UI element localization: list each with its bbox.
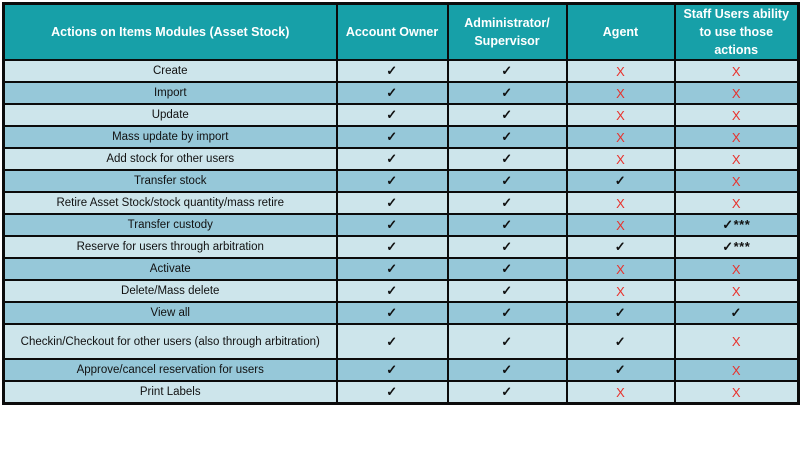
action-label: Transfer custody bbox=[2, 213, 338, 238]
check-mark: ✓ bbox=[446, 323, 568, 361]
check-mark: ✓ bbox=[446, 358, 568, 383]
cross-mark: X bbox=[673, 358, 800, 383]
check-asterisks-mark: ✓*** bbox=[673, 235, 800, 260]
check-mark: ✓ bbox=[335, 125, 449, 150]
permissions-table-body: Create ✓ ✓ X X Import ✓ ✓ X X Update ✓ ✓ X X Mass updat… bbox=[2, 59, 800, 405]
table-row: Reserve for users through arbitration ✓ ✓ ✓… bbox=[2, 235, 800, 260]
check-mark: ✓ bbox=[565, 169, 676, 194]
table-row: Checkin/Checkout for other users (also t… bbox=[2, 323, 800, 361]
check-mark: ✓ bbox=[673, 301, 800, 326]
action-label: Create bbox=[2, 59, 338, 84]
column-header-staff-users: Staff Users ability to use those actions bbox=[673, 2, 800, 62]
action-label: Delete/Mass delete bbox=[2, 279, 338, 304]
action-label: Update bbox=[2, 103, 338, 128]
check-mark: ✓ bbox=[335, 301, 449, 326]
cross-mark: X bbox=[565, 257, 676, 282]
check-mark: ✓ bbox=[446, 103, 568, 128]
table-row: Update ✓ ✓ X X bbox=[2, 103, 800, 128]
check-mark: ✓ bbox=[446, 257, 568, 282]
check-mark: ✓ bbox=[335, 147, 449, 172]
table-row: Add stock for other users ✓ ✓ X X bbox=[2, 147, 800, 172]
cross-mark: X bbox=[565, 279, 676, 304]
table-row: Approve/cancel reservation for users ✓ ✓ ✓ X bbox=[2, 358, 800, 383]
cross-mark: X bbox=[673, 103, 800, 128]
check-mark: ✓ bbox=[335, 169, 449, 194]
check-mark: ✓ bbox=[446, 301, 568, 326]
check-mark: ✓ bbox=[446, 81, 568, 106]
check-mark: ✓ bbox=[446, 169, 568, 194]
cross-mark: X bbox=[673, 147, 800, 172]
cross-mark: X bbox=[673, 125, 800, 150]
table-row: View all ✓ ✓ ✓ ✓ bbox=[2, 301, 800, 326]
cross-mark: X bbox=[673, 191, 800, 216]
action-label: Print Labels bbox=[2, 380, 338, 405]
check-mark: ✓ bbox=[446, 213, 568, 238]
check-mark: ✓ bbox=[446, 380, 568, 405]
check-mark: ✓ bbox=[446, 235, 568, 260]
check-mark: ✓ bbox=[446, 147, 568, 172]
header-row: Actions on Items Modules (Asset Stock) A… bbox=[2, 2, 800, 62]
check-mark: ✓ bbox=[335, 81, 449, 106]
cross-mark: X bbox=[565, 213, 676, 238]
check-mark: ✓ bbox=[565, 235, 676, 260]
column-header-agent: Agent bbox=[565, 2, 676, 62]
check-mark: ✓ bbox=[335, 380, 449, 405]
check-mark: ✓ bbox=[446, 191, 568, 216]
cross-mark: X bbox=[565, 191, 676, 216]
cross-mark: X bbox=[673, 279, 800, 304]
action-label: Transfer stock bbox=[2, 169, 338, 194]
column-header-actions: Actions on Items Modules (Asset Stock) bbox=[2, 2, 338, 62]
action-label: View all bbox=[2, 301, 338, 326]
table-row: Create ✓ ✓ X X bbox=[2, 59, 800, 84]
action-label: Approve/cancel reservation for users bbox=[2, 358, 338, 383]
cross-mark: X bbox=[565, 103, 676, 128]
table-row: Activate ✓ ✓ X X bbox=[2, 257, 800, 282]
action-label: Import bbox=[2, 81, 338, 106]
action-label: Retire Asset Stock/stock quantity/mass r… bbox=[2, 191, 338, 216]
check-mark: ✓ bbox=[335, 103, 449, 128]
column-header-administrator-supervisor: Administrator/ Supervisor bbox=[446, 2, 568, 62]
column-header-account-owner: Account Owner bbox=[335, 2, 449, 62]
table-row: Delete/Mass delete ✓ ✓ X X bbox=[2, 279, 800, 304]
cross-mark: X bbox=[565, 147, 676, 172]
check-mark: ✓ bbox=[335, 59, 449, 84]
cross-mark: X bbox=[673, 380, 800, 405]
check-mark: ✓ bbox=[335, 213, 449, 238]
cross-mark: X bbox=[673, 169, 800, 194]
table-row: Retire Asset Stock/stock quantity/mass r… bbox=[2, 191, 800, 216]
table-row: Transfer stock ✓ ✓ ✓ X bbox=[2, 169, 800, 194]
cross-mark: X bbox=[673, 59, 800, 84]
cross-mark: X bbox=[565, 380, 676, 405]
action-label: Mass update by import bbox=[2, 125, 338, 150]
cross-mark: X bbox=[565, 59, 676, 84]
action-label: Reserve for users through arbitration bbox=[2, 235, 338, 260]
check-mark: ✓ bbox=[335, 358, 449, 383]
cross-mark: X bbox=[673, 81, 800, 106]
action-label: Activate bbox=[2, 257, 338, 282]
cross-mark: X bbox=[673, 257, 800, 282]
cross-mark: X bbox=[565, 81, 676, 106]
check-mark: ✓ bbox=[446, 125, 568, 150]
check-mark: ✓ bbox=[335, 279, 449, 304]
check-mark: ✓ bbox=[446, 59, 568, 84]
cross-mark: X bbox=[565, 125, 676, 150]
table-row: Import ✓ ✓ X X bbox=[2, 81, 800, 106]
permissions-table: Actions on Items Modules (Asset Stock) A… bbox=[2, 2, 800, 405]
cross-mark: X bbox=[673, 323, 800, 361]
action-label: Checkin/Checkout for other users (also t… bbox=[2, 323, 338, 361]
check-asterisks-mark: ✓*** bbox=[673, 213, 800, 238]
table-row: Transfer custody ✓ ✓ X ✓*** bbox=[2, 213, 800, 238]
check-mark: ✓ bbox=[335, 323, 449, 361]
check-mark: ✓ bbox=[565, 323, 676, 361]
check-mark: ✓ bbox=[565, 301, 676, 326]
table-row: Mass update by import ✓ ✓ X X bbox=[2, 125, 800, 150]
check-mark: ✓ bbox=[335, 235, 449, 260]
check-mark: ✓ bbox=[446, 279, 568, 304]
table-row: Print Labels ✓ ✓ X X bbox=[2, 380, 800, 405]
check-mark: ✓ bbox=[335, 257, 449, 282]
check-mark: ✓ bbox=[565, 358, 676, 383]
check-mark: ✓ bbox=[335, 191, 449, 216]
action-label: Add stock for other users bbox=[2, 147, 338, 172]
